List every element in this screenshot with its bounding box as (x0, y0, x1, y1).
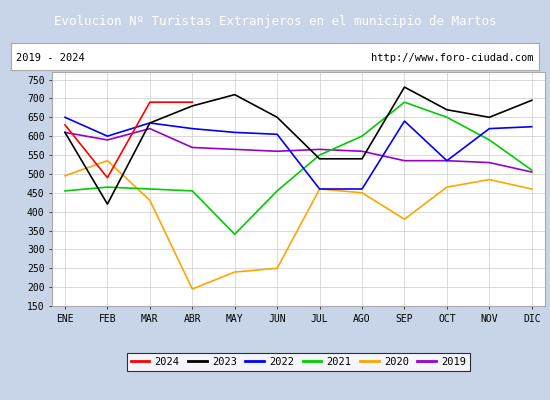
Text: http://www.foro-ciudad.com: http://www.foro-ciudad.com (371, 53, 534, 63)
Text: Evolucion Nº Turistas Extranjeros en el municipio de Martos: Evolucion Nº Turistas Extranjeros en el … (54, 14, 496, 28)
Text: 2019 - 2024: 2019 - 2024 (16, 53, 85, 63)
Legend: 2024, 2023, 2022, 2021, 2020, 2019: 2024, 2023, 2022, 2021, 2020, 2019 (126, 353, 470, 371)
